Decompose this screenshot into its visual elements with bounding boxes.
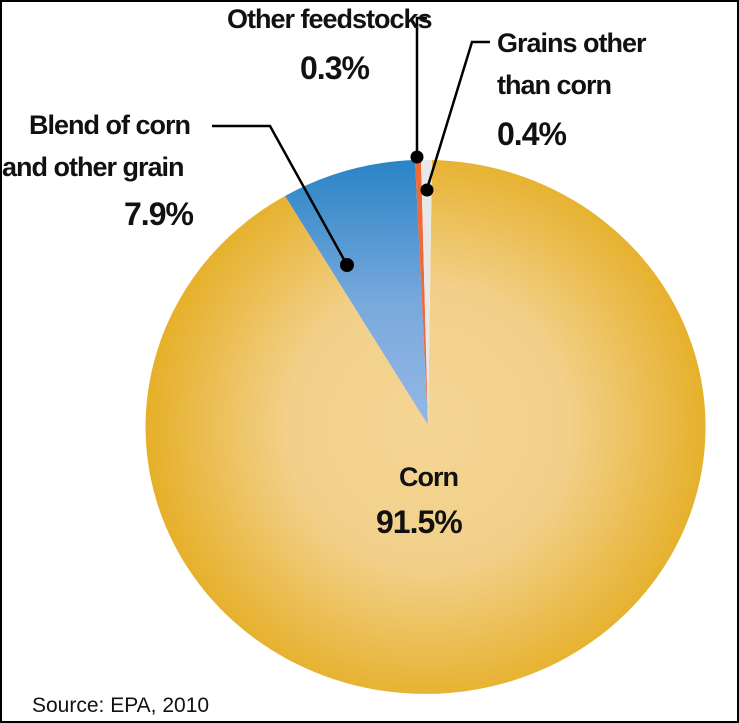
label-grains-other-line1: Grains other (497, 28, 647, 58)
source-note: Source: EPA, 2010 (32, 694, 210, 717)
slice-other-feedstocks (415, 159, 428, 425)
pct-other-feedstocks: 0.3% (300, 50, 370, 86)
slice-blend (285, 160, 428, 425)
label-blend-line2: and other grain (2, 152, 185, 182)
leader-lines (212, 16, 490, 266)
pct-blend: 7.9% (124, 196, 194, 232)
label-other-feedstocks: Other feedstocks (227, 4, 433, 34)
pct-corn: 91.5% (376, 504, 463, 540)
label-blend-line1: Blend of corn (29, 110, 191, 140)
pct-grains-other: 0.4% (497, 116, 567, 152)
leader-dots (340, 150, 434, 272)
slice-grains-other (421, 159, 432, 425)
slice-corn (145, 160, 706, 694)
label-grains-other-line2: than corn (497, 70, 612, 100)
label-corn: Corn (399, 462, 459, 492)
